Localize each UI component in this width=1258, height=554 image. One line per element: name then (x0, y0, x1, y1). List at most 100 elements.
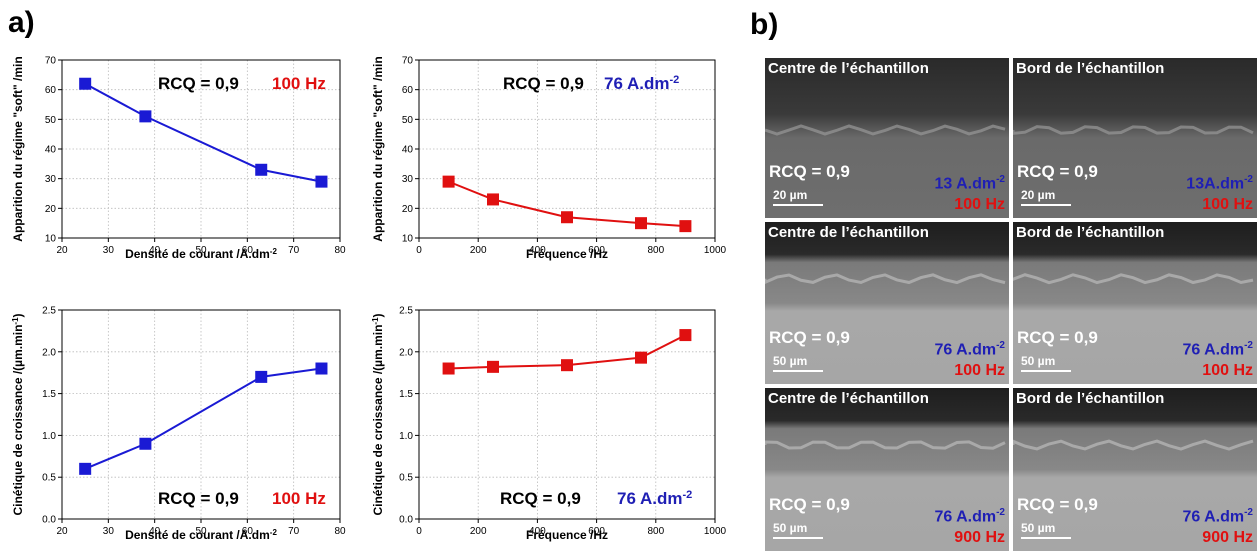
chart-growth-vs-density: 20 30 40 50 60 70 80 0.0 0.5 1.0 1.5 2.0 2.5 Densité … (11, 306, 346, 543)
y-tick-label: 60 (402, 85, 414, 96)
micrograph-density: 76 A.dm-2 (1182, 507, 1253, 526)
micrograph-background (1013, 58, 1257, 218)
micrograph-caption: Centre de l’échantillon (768, 224, 929, 241)
series-line (84, 367, 322, 470)
micrograph-5: Centre de l’échantillon RCQ = 0,9 76 A.dm-… (765, 388, 1009, 551)
x-tick-label: 70 (288, 245, 300, 256)
plot-frame (418, 309, 716, 520)
x-axis-label: Fréquence /Hz (526, 247, 608, 261)
micrograph-scale-label: 20 µm (1021, 188, 1056, 202)
annotation-condition-sup: -2 (683, 489, 693, 501)
annotation-rcq: RCQ = 0,9 (158, 489, 239, 508)
micrograph-density-sup: -2 (996, 507, 1005, 518)
annotation-condition-text: 76 A.dm (617, 489, 683, 508)
micrograph-frequency: 100 Hz (1202, 196, 1253, 213)
micrograph-density-text: 76 A.dm (1182, 508, 1245, 526)
y-tick-label: 1.5 (42, 389, 56, 400)
micrograph-scale-label: 50 µm (773, 521, 808, 535)
data-point (315, 362, 328, 375)
micrograph-density-text: 13 A.dm (934, 175, 997, 193)
coating-layer (1013, 125, 1254, 135)
micrograph-density-sup: -2 (1244, 507, 1253, 518)
x-tick-label: 60 (242, 526, 254, 537)
data-point (79, 462, 92, 475)
micrograph-density-text: 13A.dm (1186, 175, 1245, 193)
x-tick-label: 0 (416, 526, 422, 537)
micrograph-density-sup: -2 (996, 340, 1005, 351)
micrograph-frequency: 100 Hz (1202, 362, 1253, 379)
x-tick-label: 600 (588, 526, 605, 537)
annotation-condition: 76 A.dm-2 (617, 489, 692, 508)
annotation-condition-text: 100 Hz (272, 74, 326, 93)
coating-layer (765, 440, 1006, 450)
micrograph-rcq: RCQ = 0,9 (769, 328, 850, 347)
series-line (84, 82, 322, 183)
micrograph-image (765, 388, 1009, 551)
y-axis-label-text: Cinétique de croissance /(µm.min (371, 325, 385, 516)
data-point (255, 163, 268, 176)
annotation-rcq: RCQ = 0,9 (503, 74, 584, 93)
data-point (679, 220, 692, 233)
x-tick-label: 400 (529, 245, 546, 256)
micrograph-background (765, 222, 1009, 384)
micrograph-density: 13A.dm-2 (1186, 174, 1253, 193)
micrograph-2: Bord de l’échantillon RCQ = 0,9 13A.dm-2 10… (1013, 58, 1257, 218)
x-tick-label: 80 (334, 526, 346, 537)
annotation-condition-text: 100 Hz (272, 489, 326, 508)
annotation-condition-sup: -2 (670, 74, 680, 86)
x-tick-label: 200 (470, 245, 487, 256)
micrograph-6: Bord de l’échantillon RCQ = 0,9 76 A.dm-2 9… (1013, 388, 1257, 551)
x-tick-label: 20 (56, 526, 68, 537)
data-point (561, 359, 573, 372)
y-tick-label: 70 (45, 56, 57, 67)
micrograph-caption: Centre de l’échantillon (768, 390, 929, 407)
data-point (79, 77, 92, 90)
coating-layer (1013, 273, 1254, 285)
micrograph-background (765, 388, 1009, 551)
y-tick-label: 50 (45, 115, 57, 126)
x-tick-label: 200 (470, 526, 487, 537)
y-axis-label: Cinétique de croissance /(µm.min-1) (371, 313, 386, 515)
x-tick-label: 1000 (704, 245, 727, 256)
data-point (679, 329, 692, 342)
micrograph-scale-label: 50 µm (1021, 354, 1056, 368)
x-axis-label: Densité de courant /A.dm-2 (125, 528, 277, 543)
y-axis-label: Apparition du régime "soft" /min (11, 56, 25, 241)
y-tick-label: 30 (402, 174, 414, 185)
x-axis-label-text: Fréquence /Hz (526, 528, 608, 542)
micrograph-caption: Bord de l’échantillon (1016, 224, 1165, 241)
data-point (487, 193, 499, 206)
x-tick-label: 70 (288, 526, 300, 537)
y-tick-label: 10 (402, 234, 414, 245)
x-axis-label: Densité de courant /A.dm-2 (125, 247, 277, 262)
micrograph-image (1013, 222, 1257, 384)
micrograph-frequency: 900 Hz (1202, 529, 1253, 546)
micrograph-scale-bar (773, 537, 823, 539)
x-axis-label-text: Fréquence /Hz (526, 247, 608, 261)
x-tick-label: 20 (56, 245, 68, 256)
y-axis-label: Apparition du régime "soft" /min (371, 56, 385, 241)
data-point (635, 351, 647, 364)
micrograph-scale-bar (1021, 370, 1071, 372)
y-tick-label: 2.5 (42, 306, 56, 317)
y-tick-label: 2.0 (399, 347, 413, 358)
x-tick-label: 30 (103, 245, 115, 256)
micrograph-background (1013, 388, 1257, 551)
y-tick-label: 0.0 (42, 515, 56, 526)
x-tick-label: 40 (149, 245, 161, 256)
micrograph-scale-label: 50 µm (1021, 521, 1056, 535)
y-tick-label: 10 (45, 234, 57, 245)
y-axis-label-text: Apparition du régime "soft" /min (11, 56, 25, 241)
micrograph-scale-label: 20 µm (773, 188, 808, 202)
data-point (255, 370, 268, 383)
x-tick-label: 1000 (704, 526, 727, 537)
y-axis-label-text: Cinétique de croissance /(µm.min (11, 325, 25, 516)
y-tick-label: 50 (402, 115, 414, 126)
x-tick-label: 800 (647, 245, 664, 256)
x-axis-label: Fréquence /Hz (526, 528, 608, 542)
y-axis-label-sup: -1 (11, 317, 20, 325)
micrograph-rcq: RCQ = 0,9 (769, 162, 850, 181)
x-tick-label: 0 (416, 245, 422, 256)
chart-growth-vs-frequency: 0 200 400 600 800 1000 0.0 0.5 1.0 1.5 2.0 2.5 Fréqu… (371, 306, 727, 543)
